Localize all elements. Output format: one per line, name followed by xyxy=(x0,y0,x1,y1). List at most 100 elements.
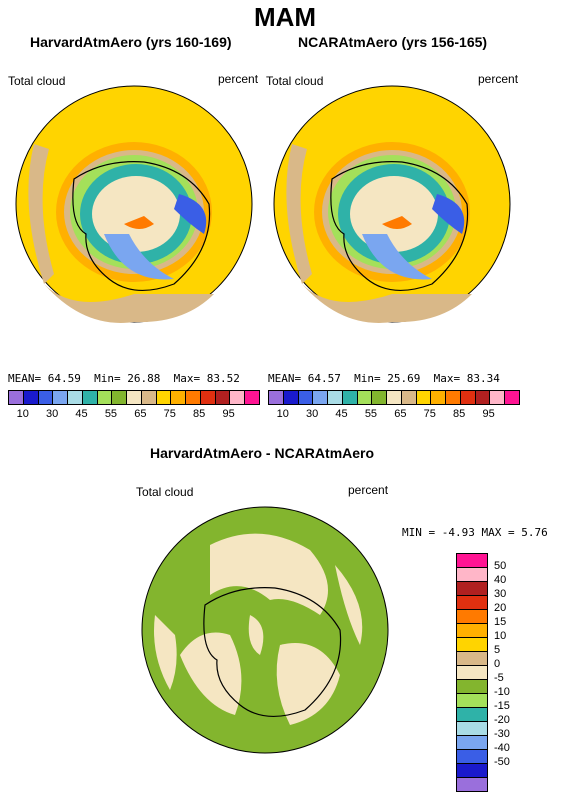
diff-colorbar-label: 5 xyxy=(494,644,501,656)
panel-2-field-label: Total cloud xyxy=(266,74,324,88)
diff-colorbar xyxy=(456,553,488,792)
colorbar-swatch xyxy=(416,391,432,404)
diff-colorbar-label: 40 xyxy=(494,574,507,586)
colorbar-tick-label: 85 xyxy=(453,408,466,420)
colorbar-swatch xyxy=(342,391,358,404)
colorbar-swatch xyxy=(156,391,172,404)
diff-colorbar-swatch xyxy=(457,708,487,722)
diff-colorbar-swatch xyxy=(457,638,487,652)
colorbar-swatch xyxy=(38,391,54,404)
diff-colorbar-label: 15 xyxy=(494,616,507,628)
panel-1-mean-label: MEAN= xyxy=(8,372,42,385)
figure-title: MAM xyxy=(253,2,317,32)
colorbar-swatch xyxy=(127,391,142,404)
diff-colorbar-label: 50 xyxy=(494,560,507,572)
panel-1-min-label: Min= xyxy=(94,372,121,385)
panel-1-title: HarvardAtmAero (yrs 160-169) xyxy=(30,34,232,50)
diff-colorbar-swatch xyxy=(457,694,487,708)
panel-2-max-value: 83.34 xyxy=(466,372,500,385)
colorbar-swatch xyxy=(215,391,231,404)
colorbar-swatch xyxy=(23,391,39,404)
colorbar-tick-label: 30 xyxy=(305,408,319,420)
colorbar-tick-label: 10 xyxy=(276,408,289,420)
colorbar-swatch xyxy=(357,391,373,404)
colorbar-swatch xyxy=(431,391,447,404)
diff-colorbar-label: -5 xyxy=(494,672,504,684)
diff-colorbar-swatch xyxy=(457,764,487,778)
colorbar-swatch xyxy=(283,391,299,404)
colorbar-swatch xyxy=(141,391,157,404)
diff-stats: MIN = -4.93 MAX = 5.76 xyxy=(402,526,548,539)
colorbar-swatch xyxy=(9,391,24,404)
colorbar-swatch xyxy=(200,391,216,404)
colorbar-swatch xyxy=(82,391,98,404)
diff-max-label: MAX = xyxy=(481,526,515,539)
colorbar-tick-label: 10 xyxy=(16,408,29,420)
panel-2-min-label: Min= xyxy=(354,372,381,385)
colorbar-tick-label: 75 xyxy=(163,408,176,420)
colorbar-tick-label: 95 xyxy=(222,408,235,420)
diff-colorbar-swatch xyxy=(457,652,487,666)
diff-min-label: MIN = xyxy=(402,526,436,539)
diff-colorbar-label: 20 xyxy=(494,602,507,614)
colorbar-swatch xyxy=(269,391,284,404)
diff-colorbar-swatch xyxy=(457,680,487,694)
diff-colorbar-swatch xyxy=(457,610,487,624)
colorbar-swatch xyxy=(313,391,329,404)
diff-colorbar-swatch xyxy=(457,778,487,791)
panel-2-colorbar xyxy=(268,390,520,405)
panel-1-colorbar xyxy=(8,390,260,405)
diff-colorbar-label: -10 xyxy=(494,686,510,698)
diff-colorbar-swatch xyxy=(457,722,487,736)
diff-colorbar-swatch xyxy=(457,554,487,568)
panel-2-units-label: percent xyxy=(478,72,519,86)
panel-2-map xyxy=(273,85,511,323)
colorbar-swatch xyxy=(112,391,128,404)
colorbar-tick-label: 55 xyxy=(104,408,118,420)
colorbar-swatch xyxy=(230,391,246,404)
colorbar-swatch xyxy=(97,391,113,404)
panel-1-colorbar-ticks: 10 30 45 55 65 75 85 95 xyxy=(8,408,258,422)
diff-colorbar-swatch xyxy=(457,568,487,582)
panel-1-map xyxy=(15,85,253,323)
diff-colorbar-swatch xyxy=(457,666,487,680)
colorbar-tick-label: 30 xyxy=(45,408,59,420)
diff-colorbar-label: 0 xyxy=(494,658,501,670)
colorbar-swatch xyxy=(53,391,69,404)
diff-colorbar-label: 10 xyxy=(494,630,507,642)
diff-colorbar-label: -50 xyxy=(494,756,510,768)
colorbar-swatch xyxy=(387,391,402,404)
diff-colorbar-label: 30 xyxy=(494,588,507,600)
diff-units-label: percent xyxy=(348,483,389,497)
panel-2-colorbar-ticks: 10 30 45 55 65 75 85 95 xyxy=(268,408,518,422)
diff-panel-title: HarvardAtmAero - NCARAtmAero xyxy=(150,445,375,461)
colorbar-tick-label: 45 xyxy=(75,408,88,420)
panel-2-title: NCARAtmAero (yrs 156-165) xyxy=(298,34,488,50)
colorbar-tick-label: 55 xyxy=(364,408,378,420)
colorbar-swatch xyxy=(401,391,417,404)
colorbar-tick-label: 65 xyxy=(394,408,407,420)
panel-2-mean-label: MEAN= xyxy=(268,372,302,385)
diff-colorbar-label: -40 xyxy=(494,742,510,754)
colorbar-swatch xyxy=(490,391,506,404)
diff-max-value: 5.76 xyxy=(521,526,548,539)
colorbar-swatch xyxy=(186,391,201,404)
diff-colorbar-swatch xyxy=(457,596,487,610)
panel-1-units-label: percent xyxy=(218,72,259,86)
diff-field-label: Total cloud xyxy=(136,485,194,499)
panel-1-max-value: 83.52 xyxy=(206,372,240,385)
colorbar-tick-label: 95 xyxy=(482,408,495,420)
diff-colorbar-label: -30 xyxy=(494,728,510,740)
diff-colorbar-label: -15 xyxy=(494,700,510,712)
colorbar-tick-label: 75 xyxy=(423,408,436,420)
diff-panel-map xyxy=(141,506,389,754)
colorbar-tick-label: 85 xyxy=(193,408,206,420)
panel-2-max-label: Max= xyxy=(433,372,461,385)
colorbar-swatch xyxy=(68,391,83,404)
colorbar-tick-label: 65 xyxy=(134,408,147,420)
diff-colorbar-swatch xyxy=(457,736,487,750)
panel-1-mean-value: 64.59 xyxy=(47,372,81,385)
colorbar-swatch xyxy=(505,391,520,404)
colorbar-swatch xyxy=(328,391,343,404)
colorbar-swatch xyxy=(245,391,260,404)
